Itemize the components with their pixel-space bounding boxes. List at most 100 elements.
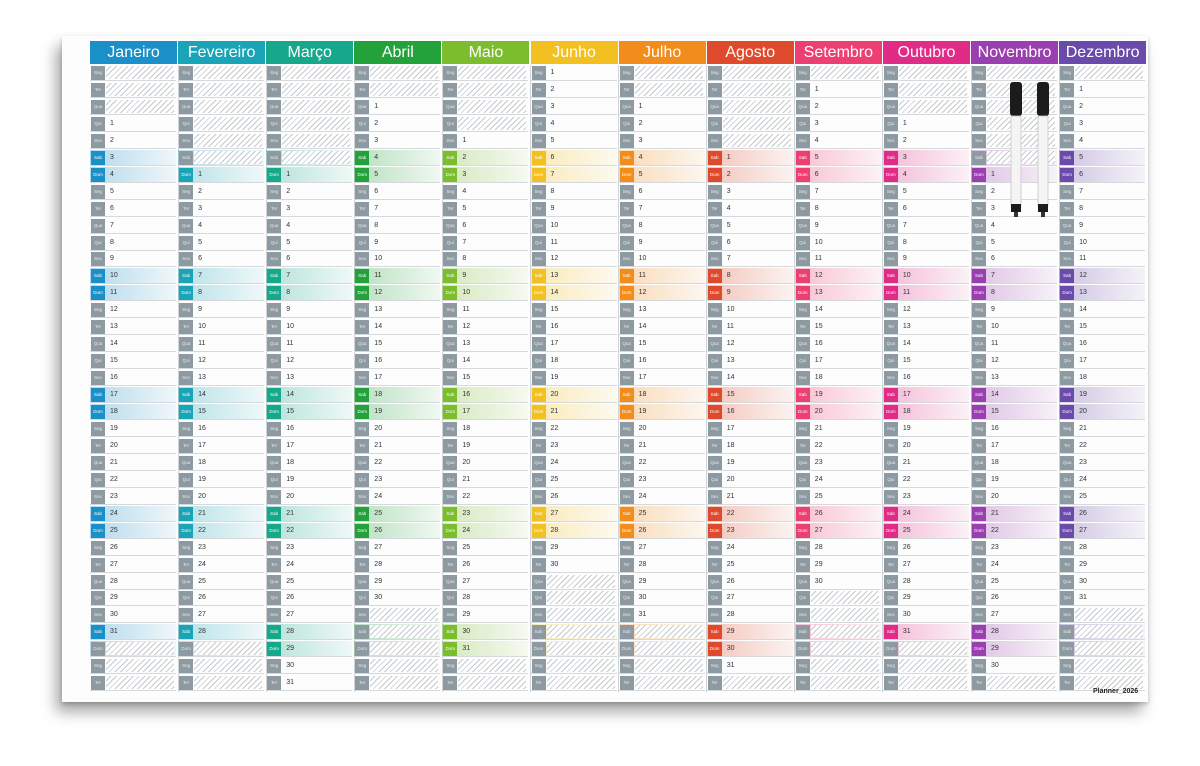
day-cell[interactable]: Ter 29: [1059, 557, 1146, 573]
day-cell[interactable]: Ter 8: [794, 201, 881, 217]
day-cell[interactable]: Sex 24: [354, 489, 441, 505]
empty-day-cell[interactable]: Qua: [178, 99, 265, 115]
day-cell[interactable]: Qui 26: [266, 590, 353, 607]
empty-day-cell[interactable]: Ter: [882, 675, 969, 692]
day-cell[interactable]: Qua 18: [971, 455, 1058, 471]
day-cell[interactable]: Dom 6: [1059, 166, 1146, 183]
day-cell[interactable]: Sab 14: [266, 387, 353, 404]
day-cell[interactable]: Qui 26: [971, 590, 1058, 607]
day-cell[interactable]: Sex 24: [618, 489, 705, 505]
day-cell[interactable]: Seg 6: [354, 184, 441, 200]
day-cell[interactable]: Dom 4: [90, 166, 177, 183]
day-cell[interactable]: Ter 17: [971, 438, 1058, 454]
day-cell[interactable]: Seg 2: [178, 184, 265, 200]
day-cell[interactable]: Ter 3: [178, 201, 265, 217]
day-cell[interactable]: Ter 22: [794, 438, 881, 454]
day-cell[interactable]: Sex 18: [794, 370, 881, 387]
day-cell[interactable]: Qui 9: [354, 235, 441, 251]
day-cell[interactable]: Sab 22: [706, 505, 793, 522]
day-cell[interactable]: Ter 5: [442, 201, 529, 217]
empty-day-cell[interactable]: Sex: [266, 133, 353, 149]
day-cell[interactable]: Dom 22: [971, 522, 1058, 539]
empty-day-cell[interactable]: Seg: [354, 65, 441, 81]
day-cell[interactable]: Sex 27: [178, 607, 265, 624]
day-cell[interactable]: Sab 17: [882, 387, 969, 404]
day-cell[interactable]: Ter 27: [90, 557, 177, 573]
day-cell[interactable]: Sab 13: [530, 268, 617, 285]
day-cell[interactable]: Qui 15: [882, 353, 969, 370]
empty-day-cell[interactable]: Sex: [706, 133, 793, 149]
day-cell[interactable]: Seg 9: [266, 302, 353, 319]
day-cell[interactable]: Seg 25: [442, 540, 529, 556]
day-cell[interactable]: Seg 2: [266, 184, 353, 200]
day-cell[interactable]: Ter 10: [971, 319, 1058, 336]
day-cell[interactable]: Sab 5: [1059, 149, 1146, 166]
day-cell[interactable]: Sex 1: [442, 133, 529, 149]
empty-day-cell[interactable]: Seg: [971, 65, 1058, 81]
day-cell[interactable]: Sab 14: [971, 387, 1058, 404]
day-cell[interactable]: Dom 16: [706, 404, 793, 420]
day-cell[interactable]: Seg 4: [442, 184, 529, 200]
day-cell[interactable]: Dom 25: [882, 522, 969, 539]
day-cell[interactable]: Sex 2: [882, 133, 969, 149]
empty-day-cell[interactable]: Dom: [618, 641, 705, 658]
day-cell[interactable]: Dom 8: [971, 285, 1058, 302]
day-cell[interactable]: Qui 29: [882, 590, 969, 607]
day-cell[interactable]: Qui 21: [442, 472, 529, 488]
day-cell[interactable]: Qua 14: [90, 336, 177, 353]
day-cell[interactable]: Dom 27: [794, 522, 881, 539]
day-cell[interactable]: Sab 5: [794, 149, 881, 166]
day-cell[interactable]: Sex 11: [794, 251, 881, 268]
day-cell[interactable]: Ter 19: [442, 438, 529, 454]
day-cell[interactable]: Seg 30: [971, 658, 1058, 675]
day-cell[interactable]: Dom 8: [266, 285, 353, 302]
empty-day-cell[interactable]: Seg: [794, 658, 881, 675]
empty-day-cell[interactable]: Dom: [354, 641, 441, 658]
day-cell[interactable]: Dom 26: [354, 522, 441, 539]
day-cell[interactable]: Seg 16: [971, 421, 1058, 437]
day-cell[interactable]: Seg 22: [530, 421, 617, 437]
day-cell[interactable]: Qui 5: [971, 235, 1058, 251]
day-cell[interactable]: Seg 7: [1059, 184, 1146, 200]
day-cell[interactable]: Sab 3: [882, 149, 969, 166]
day-cell[interactable]: Qui 24: [1059, 472, 1146, 488]
day-cell[interactable]: Seg 23: [266, 540, 353, 556]
empty-day-cell[interactable]: Ter: [706, 675, 793, 692]
empty-day-cell[interactable]: Dom: [178, 641, 265, 658]
day-cell[interactable]: Qui 24: [794, 472, 881, 488]
day-cell[interactable]: Sex 5: [530, 133, 617, 149]
day-cell[interactable]: Qui 22: [90, 472, 177, 488]
day-cell[interactable]: Dom 3: [442, 166, 529, 183]
day-cell[interactable]: Qua 15: [618, 336, 705, 353]
day-cell[interactable]: Seg 15: [530, 302, 617, 319]
day-cell[interactable]: Dom 13: [1059, 285, 1146, 302]
day-cell[interactable]: Sex 12: [530, 251, 617, 268]
day-cell[interactable]: Qua 9: [794, 218, 881, 234]
day-cell[interactable]: Sex 4: [794, 133, 881, 149]
day-cell[interactable]: Qua 21: [90, 455, 177, 471]
day-cell[interactable]: Sab 29: [706, 624, 793, 641]
day-cell[interactable]: Qui 26: [178, 590, 265, 607]
day-cell[interactable]: Qua 6: [442, 218, 529, 234]
empty-day-cell[interactable]: Sab: [354, 624, 441, 641]
day-cell[interactable]: Qui 30: [618, 590, 705, 607]
empty-day-cell[interactable]: Sab: [266, 149, 353, 166]
day-cell[interactable]: Sab 18: [618, 387, 705, 404]
day-cell[interactable]: Dom 9: [706, 285, 793, 302]
empty-day-cell[interactable]: Qui: [178, 116, 265, 132]
day-cell[interactable]: Sab 25: [618, 505, 705, 522]
day-cell[interactable]: Dom 4: [882, 166, 969, 183]
day-cell[interactable]: Dom 17: [442, 404, 529, 420]
day-cell[interactable]: Sex 19: [530, 370, 617, 387]
empty-day-cell[interactable]: Ter: [442, 82, 529, 98]
day-cell[interactable]: Seg 27: [354, 540, 441, 556]
day-cell[interactable]: Qui 17: [794, 353, 881, 370]
empty-day-cell[interactable]: Seg: [1059, 65, 1146, 81]
day-cell[interactable]: Qua 22: [618, 455, 705, 471]
day-cell[interactable]: Dom 11: [882, 285, 969, 302]
empty-day-cell[interactable]: Seg: [618, 65, 705, 81]
empty-day-cell[interactable]: Seg: [442, 65, 529, 81]
empty-day-cell[interactable]: Dom: [1059, 641, 1146, 658]
day-cell[interactable]: Dom 12: [618, 285, 705, 302]
day-cell[interactable]: Sab 2: [442, 149, 529, 166]
